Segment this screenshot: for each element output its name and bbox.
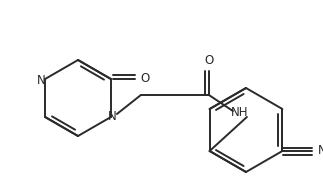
- Text: N: N: [37, 74, 46, 87]
- Text: N: N: [108, 109, 116, 122]
- Text: O: O: [204, 54, 214, 67]
- Text: N: N: [318, 145, 323, 158]
- Text: O: O: [140, 73, 150, 86]
- Text: NH: NH: [231, 105, 249, 118]
